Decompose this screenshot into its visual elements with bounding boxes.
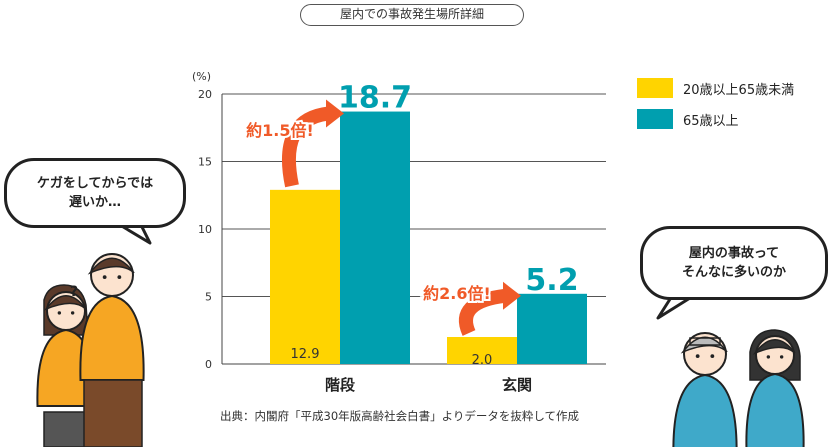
woman-eye (57, 311, 62, 315)
elderly-woman-body (745, 372, 805, 447)
data-label: 12.9 (291, 347, 320, 362)
bar-over65 (517, 293, 587, 364)
y-tick-label: 0 (205, 358, 212, 371)
woman-hair (43, 295, 87, 311)
ratio-arrowhead (503, 281, 521, 310)
man-pants (83, 379, 143, 447)
data-label-large: 18.7 (338, 81, 412, 116)
legend-item-under65: 20歳以上65歳未満 (637, 78, 794, 98)
ratio-arrow (282, 106, 330, 188)
woman-eye (70, 311, 75, 315)
man-eye (102, 275, 107, 279)
data-label-large: 5.2 (525, 263, 578, 298)
y-tick-label: 20 (198, 88, 212, 101)
chart-title: 屋内での事故発生場所詳細 (300, 4, 524, 26)
elderly-man-eye (710, 354, 715, 358)
ratio-arrowhead (326, 99, 344, 128)
elderly-man-eye (695, 354, 700, 358)
elderly-woman-hair (752, 339, 796, 355)
y-tick-label: 5 (205, 291, 212, 304)
legend: 20歳以上65歳未満 65歳以上 (637, 78, 794, 140)
ratio-arrow (458, 288, 507, 336)
speech-bubble-left: ケガをしてからでは 遅いか… (4, 158, 186, 228)
bubble-line: 屋内の事故って (688, 246, 780, 261)
man-hair (87, 257, 135, 275)
legend-swatch-yellow (637, 78, 673, 98)
bubble-line: 遅いか… (68, 195, 121, 210)
man-body (79, 294, 145, 381)
y-tick-label: 15 (198, 156, 212, 169)
bar-under65 (447, 337, 517, 364)
speech-bubble-right: 屋内の事故って そんなに多いのか (640, 226, 828, 300)
bar-over65 (340, 111, 410, 364)
x-category-label: 階段 (325, 376, 355, 394)
ratio-annotation: 約2.6倍! (423, 284, 491, 303)
elderly-man-body (672, 373, 738, 447)
man-eye (117, 275, 122, 279)
legend-label: 20歳以上65歳未満 (683, 82, 795, 98)
source-note: 出典：内閣府「平成30年版高齢社会白書」よりデータを抜粋して作成 (220, 409, 580, 423)
legend-label: 65歳以上 (683, 113, 739, 129)
bar-under65 (270, 189, 340, 364)
elderly-woman-eye (779, 355, 784, 359)
bubble-line: ケガをしてからでは (36, 176, 154, 191)
y-tick-label: 10 (198, 223, 212, 236)
legend-item-over65: 65歳以上 (637, 109, 794, 129)
elderly-woman-eye (766, 355, 771, 359)
glasses (689, 337, 721, 346)
bubble-line: そんなに多いのか (681, 265, 786, 280)
data-label: 2.0 (472, 353, 493, 368)
x-category-label: 玄関 (502, 376, 532, 394)
confusion-mark: ? (70, 284, 78, 300)
y-axis-unit: (%) (192, 70, 212, 83)
legend-swatch-teal (637, 109, 673, 129)
ratio-annotation: 約1.5倍! (246, 121, 314, 140)
